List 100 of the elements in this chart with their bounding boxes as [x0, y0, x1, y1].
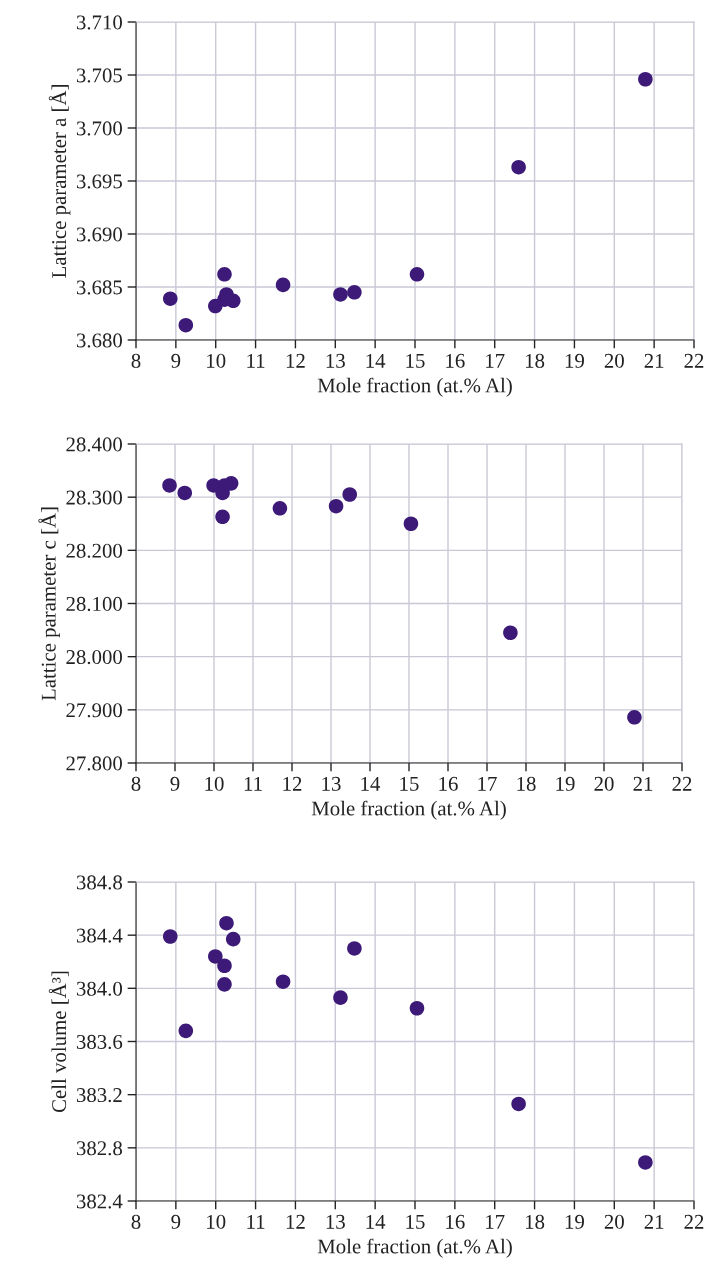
- y-tick-label: 27.900: [66, 703, 123, 718]
- x-tick-label: 9: [171, 1214, 181, 1229]
- x-tick-label: 8: [131, 1214, 141, 1229]
- point: [162, 291, 178, 306]
- point: [328, 498, 344, 514]
- x-tick-label: 21: [633, 776, 653, 791]
- x-axis-title: Mole fraction (at.% Al): [317, 377, 512, 397]
- x-tick-label: 20: [604, 1214, 624, 1229]
- y-tick-label: 384.8: [76, 875, 123, 890]
- y-tick-label: 383.2: [76, 1088, 122, 1103]
- y-tick-label: 382.4: [76, 1194, 123, 1209]
- y-tick-label: 383.6: [76, 1034, 123, 1050]
- point: [511, 1096, 526, 1112]
- y-tick-label: 28.100: [66, 596, 123, 612]
- point: [627, 709, 642, 725]
- x-tick-label: 19: [565, 1214, 584, 1229]
- x-tick-label: 10: [205, 776, 224, 791]
- y-tick-label: 3.700: [76, 121, 123, 136]
- point: [162, 929, 178, 944]
- point: [503, 625, 518, 641]
- y-tick-label: 384.0: [76, 981, 123, 996]
- x-tick-label: 15: [406, 1214, 425, 1229]
- x-tick-label: 20: [604, 353, 624, 368]
- x-tick-label: 22: [684, 353, 704, 368]
- point: [342, 487, 357, 502]
- point: [409, 1000, 425, 1016]
- y-tick-label: 3.680: [76, 333, 123, 348]
- x-tick-label: 15: [406, 353, 425, 368]
- y-axis-title: Lattice parameter a [Å]: [48, 85, 71, 278]
- x-tick-label: 16: [439, 776, 458, 791]
- x-axis-title: Mole fraction (at.% Al): [311, 800, 506, 820]
- x-tick-label: 21: [644, 1214, 664, 1229]
- x-tick-label: 10: [207, 1214, 226, 1229]
- point: [208, 949, 223, 964]
- y-tick-label: 3.705: [76, 68, 122, 83]
- point: [638, 1155, 653, 1170]
- point: [217, 267, 232, 282]
- x-tick-label: 21: [644, 353, 664, 368]
- x-axis-title: Mole fraction (at.% Al): [317, 1238, 512, 1258]
- point: [223, 476, 239, 491]
- y-tick-label: 3.710: [76, 15, 123, 30]
- x-tick-label: 12: [286, 1214, 305, 1229]
- x-tick-label: 14: [366, 1214, 386, 1229]
- x-tick-label: 15: [400, 776, 419, 791]
- point: [178, 1023, 194, 1039]
- point: [347, 941, 362, 956]
- x-tick-label: 12: [283, 776, 302, 791]
- x-tick-label: 17: [478, 776, 497, 791]
- x-tick-label: 22: [684, 1214, 704, 1229]
- x-tick-label: 12: [286, 353, 305, 368]
- x-tick-label: 8: [131, 353, 141, 368]
- point: [219, 915, 234, 931]
- x-tick-label: 10: [207, 353, 226, 368]
- point: [403, 516, 419, 532]
- y-tick-label: 3.685: [76, 280, 122, 295]
- point: [215, 509, 230, 525]
- point: [638, 71, 653, 87]
- y-tick-label: 3.695: [76, 174, 122, 189]
- point: [162, 478, 177, 493]
- y-tick-label: 27.800: [66, 756, 123, 771]
- point: [275, 277, 291, 293]
- point: [333, 990, 348, 1005]
- x-tick-label: 17: [486, 1214, 505, 1229]
- y-tick-label: 382.8: [76, 1141, 123, 1156]
- y-tick-label: 28.400: [66, 437, 123, 452]
- y-tick-label: 28.200: [66, 543, 123, 558]
- x-tick-label: 16: [446, 353, 465, 368]
- point: [217, 977, 232, 992]
- x-tick-label: 18: [525, 353, 545, 368]
- point: [225, 931, 241, 947]
- x-tick-label: 13: [326, 1214, 345, 1229]
- x-tick-label: 13: [326, 353, 345, 368]
- x-tick-label: 13: [322, 776, 341, 791]
- point: [272, 501, 288, 516]
- x-tick-label: 8: [131, 776, 141, 791]
- x-tick-label: 17: [486, 353, 505, 368]
- point: [217, 958, 232, 974]
- x-tick-label: 14: [366, 353, 386, 368]
- x-tick-label: 9: [171, 353, 181, 368]
- y-tick-label: 384.4: [76, 928, 123, 943]
- point: [333, 287, 348, 302]
- x-tick-label: 11: [247, 1214, 265, 1229]
- x-tick-label: 18: [517, 776, 536, 791]
- point: [275, 974, 291, 989]
- x-tick-label: 19: [556, 776, 575, 791]
- x-tick-label: 11: [247, 353, 265, 368]
- x-tick-label: 14: [361, 776, 381, 791]
- x-tick-label: 9: [170, 776, 180, 791]
- x-tick-label: 16: [446, 1214, 465, 1229]
- point: [347, 285, 362, 300]
- point: [409, 267, 425, 282]
- y-tick-label: 3.690: [76, 227, 123, 242]
- x-tick-label: 20: [594, 776, 614, 791]
- point: [511, 159, 526, 175]
- y-axis-title: Lattice parameter c [Å]: [38, 507, 60, 701]
- y-axis-title: Cell volume [Å³]: [48, 971, 69, 1113]
- point: [178, 317, 194, 333]
- y-tick-label: 28.300: [66, 490, 123, 505]
- y-tick-label: 28.000: [66, 650, 123, 665]
- x-tick-label: 18: [525, 1214, 545, 1229]
